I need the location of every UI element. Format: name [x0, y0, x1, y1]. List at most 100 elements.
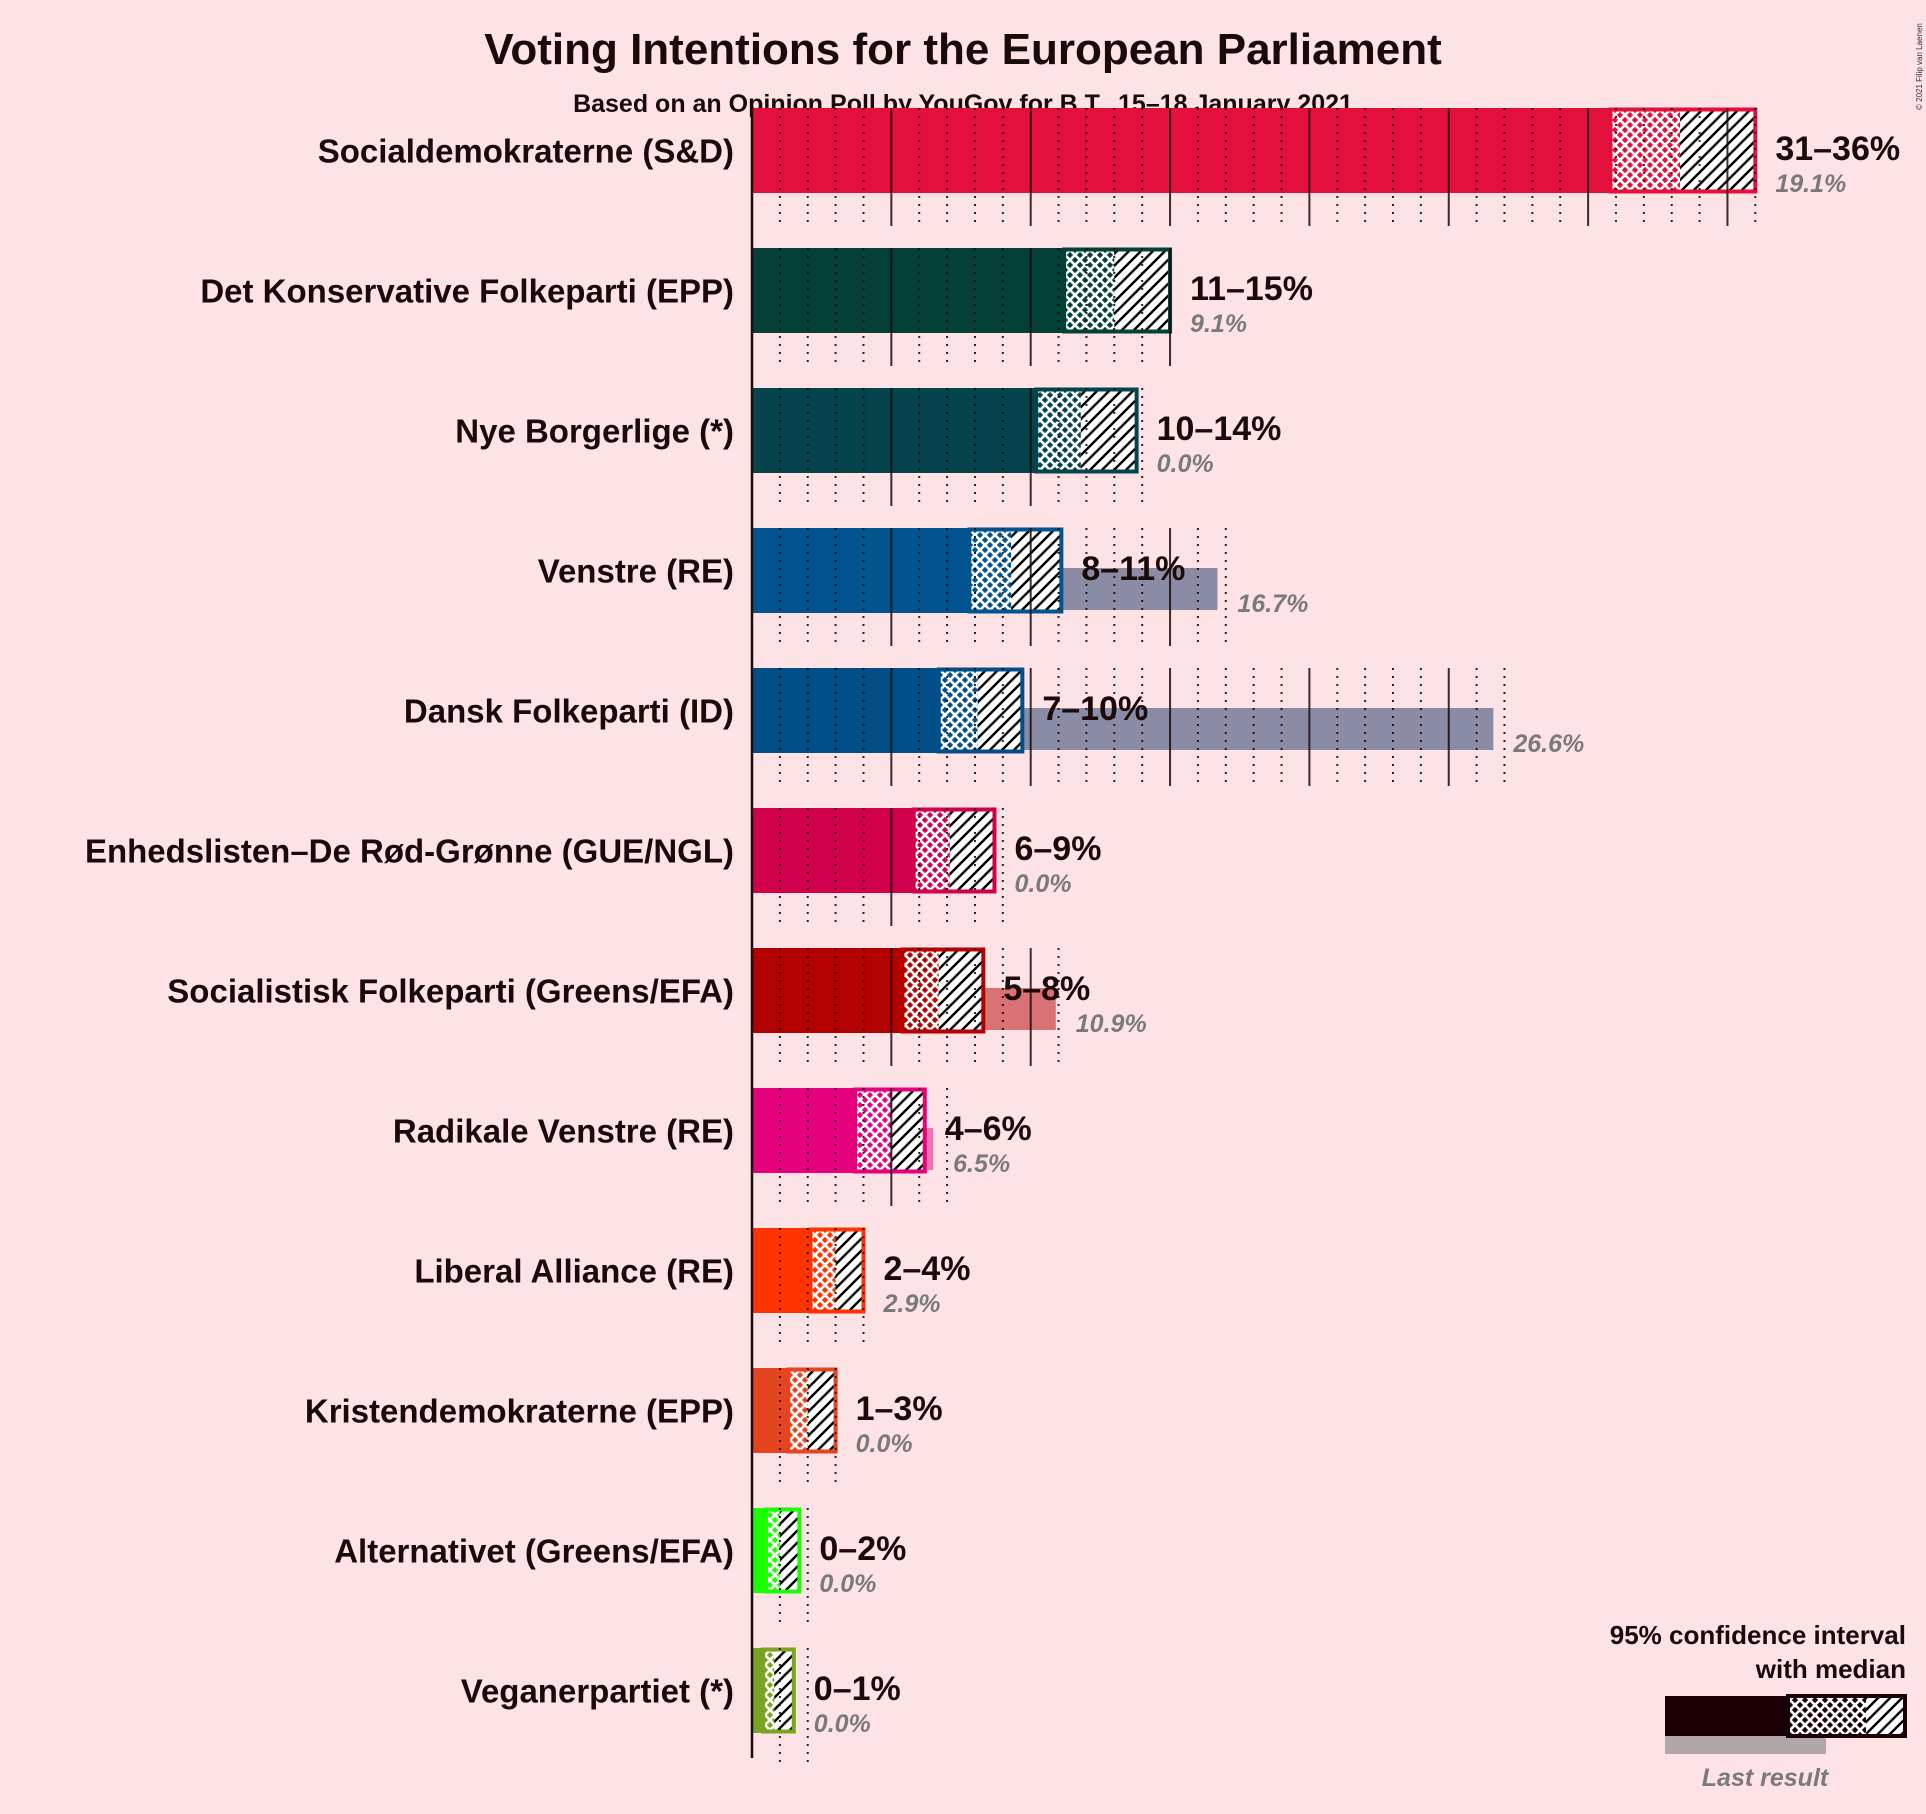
- ci-outline: [967, 527, 1064, 614]
- bar-row-radikale-venstre-re: Radikale Venstre (RE) 4–6%6.5%: [393, 1087, 1032, 1206]
- last-result-label: 0.0%: [814, 1710, 871, 1738]
- ci-lower-bar: [752, 1368, 789, 1453]
- median-high-hatch: [835, 1228, 864, 1313]
- median-high-hatch: [774, 1648, 794, 1733]
- range-label: 31–36%: [1775, 130, 1900, 168]
- bar-rows: Socialdemokraterne (S&D) 31–36%19.1% Det K…: [85, 107, 1900, 1766]
- party-label: Dansk Folkeparti (ID): [404, 693, 734, 730]
- ci-outline: [763, 1507, 802, 1594]
- party-label: Nye Borgerlige (*): [455, 413, 734, 450]
- last-result-label: 16.7%: [1237, 590, 1308, 618]
- last-result-label: 19.1%: [1775, 170, 1846, 198]
- bar-row-enhedslisten-de-r-d-gr-nne-gue-ngl: Enhedslisten–De Rød-Grønne (GUE/NGL) 6–9%…: [85, 807, 1101, 926]
- last-result-label: 9.1%: [1190, 310, 1247, 338]
- ci-outline: [853, 1087, 927, 1174]
- median-high-hatch: [779, 1508, 800, 1593]
- median-low-hatch: [788, 1368, 808, 1453]
- ci-outline: [936, 667, 1025, 754]
- range-label: 2–4%: [883, 1250, 970, 1288]
- bar-row-dansk-folkeparti-id: Dansk Folkeparti (ID) 7–10% 26.6%: [404, 667, 1584, 786]
- median-low-hatch: [1036, 388, 1081, 473]
- ci-lower-bar: [752, 248, 1065, 333]
- party-label: Enhedslisten–De Rød-Grønne (GUE/NGL): [85, 833, 734, 870]
- range-label: 4–6%: [945, 1110, 1032, 1148]
- last-result-label: 6.5%: [953, 1150, 1010, 1178]
- legend-ci-label: 95% confidence interval: [1610, 1620, 1906, 1650]
- last-result-label: 0.0%: [856, 1430, 913, 1458]
- bar-row-socialistisk-folkeparti-greens-efa: Socialistisk Folkeparti (Greens/EFA) 5–8%…: [167, 947, 1147, 1066]
- range-label: 7–10%: [1042, 690, 1148, 728]
- median-high-hatch: [938, 948, 984, 1033]
- party-label: Socialistisk Folkeparti (Greens/EFA): [167, 973, 734, 1010]
- median-low-hatch: [763, 1648, 775, 1733]
- ci-lower-bar: [752, 808, 914, 893]
- last-result-label: 26.6%: [1512, 730, 1584, 758]
- range-label: 5–8%: [1003, 970, 1090, 1008]
- median-low-hatch: [938, 668, 978, 753]
- ci-outline: [761, 1647, 796, 1734]
- ci-lower-bar: [752, 528, 970, 613]
- ci-lower-bar: [752, 1508, 766, 1593]
- legend-median-high: [1866, 1696, 1905, 1736]
- party-label: Venstre (RE): [538, 553, 734, 590]
- median-high-hatch: [1680, 108, 1756, 193]
- ci-outline: [911, 807, 997, 894]
- party-label: Alternativet (Greens/EFA): [334, 1533, 734, 1570]
- legend-median-low: [1788, 1696, 1866, 1736]
- median-low-hatch: [810, 1228, 836, 1313]
- legend-last-result-bar: [1665, 1734, 1826, 1754]
- bar-row-det-konservative-folkeparti-epp: Det Konservative Folkeparti (EPP) 11–15%9…: [200, 247, 1313, 366]
- bar-row-alternativet-greens-efa: Alternativet (Greens/EFA) 0–2%0.0%: [334, 1507, 906, 1626]
- bar-row-nye-borgerlige: Nye Borgerlige (*) 10–14%0.0%: [455, 387, 1282, 506]
- median-high-hatch: [1114, 248, 1171, 333]
- bar-row-kristendemokraterne-epp: Kristendemokraterne (EPP) 1–3%0.0%: [305, 1367, 943, 1486]
- median-low-hatch: [855, 1088, 892, 1173]
- ci-lower-bar: [752, 388, 1037, 473]
- median-low-hatch: [969, 528, 1012, 613]
- range-label: 10–14%: [1157, 410, 1282, 448]
- range-label: 0–2%: [819, 1530, 906, 1568]
- bar-row-socialdemokraterne-s-d: Socialdemokraterne (S&D) 31–36%19.1%: [318, 107, 1900, 226]
- median-low-hatch: [1610, 108, 1681, 193]
- last-result-label: 0.0%: [819, 1570, 876, 1598]
- ci-outline: [786, 1367, 838, 1454]
- median-high-hatch: [807, 1368, 836, 1453]
- party-label: Radikale Venstre (RE): [393, 1113, 734, 1150]
- ci-lower-bar: [752, 108, 1611, 193]
- last-result-label: 10.9%: [1076, 1010, 1147, 1038]
- median-low-hatch: [1064, 248, 1115, 333]
- last-result-label: 0.0%: [1014, 870, 1071, 898]
- median-high-hatch: [1080, 388, 1137, 473]
- legend-ci-outline: [1786, 1694, 1907, 1738]
- party-label: Det Konservative Folkeparti (EPP): [200, 273, 734, 310]
- copyright: © 2021 Filip van Laenen: [1915, 23, 1924, 110]
- median-high-hatch: [977, 668, 1023, 753]
- ci-outline: [1608, 107, 1758, 194]
- ci-lower-bar: [752, 1228, 811, 1313]
- party-label: Kristendemokraterne (EPP): [305, 1393, 734, 1430]
- median-low-hatch: [902, 948, 939, 1033]
- last-result-label: 0.0%: [1157, 450, 1214, 478]
- median-low-hatch: [913, 808, 950, 893]
- ci-lower-bar: [752, 1648, 764, 1733]
- bar-row-venstre-re: Venstre (RE) 8–11% 16.7%: [538, 527, 1308, 646]
- ci-outline: [808, 1227, 866, 1314]
- median-high-hatch: [949, 808, 995, 893]
- party-label: Veganerpartiet (*): [461, 1673, 734, 1710]
- ci-lower-bar: [752, 1088, 856, 1173]
- ci-lower-bar: [752, 948, 903, 1033]
- range-label: 0–1%: [814, 1670, 901, 1708]
- median-high-hatch: [891, 1088, 925, 1173]
- party-label: Liberal Alliance (RE): [414, 1253, 734, 1290]
- bar-row-liberal-alliance-re: Liberal Alliance (RE) 2–4%2.9%: [414, 1227, 970, 1346]
- chart-title: Voting Intentions for the European Parli…: [484, 25, 1442, 74]
- median-low-hatch: [765, 1508, 780, 1593]
- ci-outline: [900, 947, 986, 1034]
- bar-row-veganerpartiet: Veganerpartiet (*) 0–1%0.0%: [461, 1647, 901, 1766]
- legend-last-result-label: Last result: [1702, 1764, 1830, 1792]
- legend-median-label: with median: [1755, 1654, 1906, 1684]
- party-label: Socialdemokraterne (S&D): [318, 133, 734, 170]
- ci-lower-bar: [752, 668, 939, 753]
- last-result-label: 2.9%: [882, 1290, 940, 1318]
